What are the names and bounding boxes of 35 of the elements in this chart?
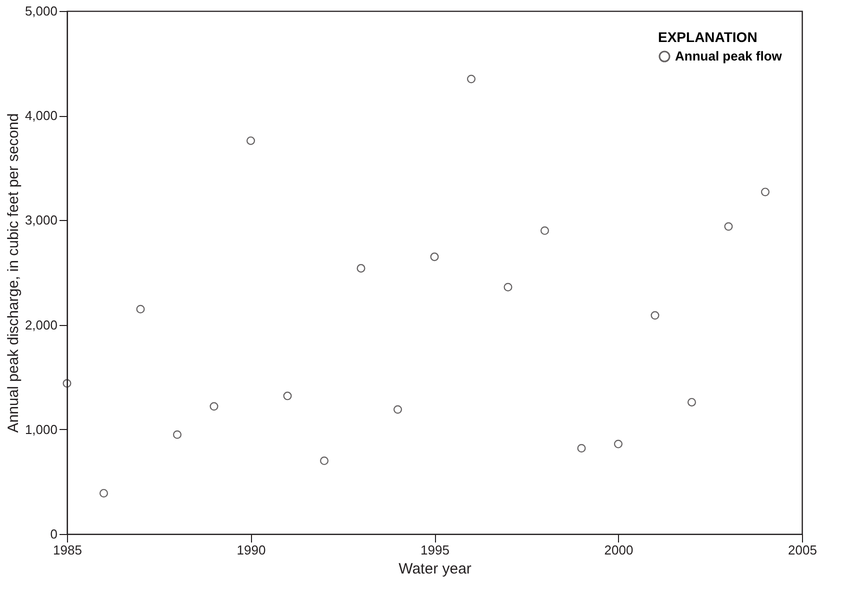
legend-title: EXPLANATION <box>658 29 758 45</box>
x-tick-label: 1995 <box>420 542 450 558</box>
point <box>650 311 660 320</box>
point <box>687 398 696 406</box>
point <box>760 188 770 196</box>
y-tick-label: 4,000 <box>24 108 58 124</box>
point <box>99 488 108 498</box>
point <box>62 379 72 388</box>
point <box>210 402 218 411</box>
x-tick-label: 2005 <box>788 542 817 558</box>
point <box>393 405 402 414</box>
y-tick-label: 5,000 <box>24 4 58 18</box>
point <box>466 74 476 84</box>
x-tick-label: 2000 <box>604 542 634 558</box>
x-axis-title: Water year <box>398 560 472 578</box>
point <box>246 136 256 145</box>
y-tick-label: 0 <box>50 526 58 542</box>
point <box>430 252 439 262</box>
y-tick-label: 3,000 <box>24 212 58 228</box>
point <box>172 430 182 439</box>
y-tick-label: 2,000 <box>24 317 58 332</box>
point <box>320 456 329 466</box>
y-axis-title: Annual peak discharge, in cubic feet per second <box>4 113 22 433</box>
point <box>136 304 145 314</box>
point <box>356 264 366 273</box>
x-tick-label: 1985 <box>53 542 82 558</box>
y-tick-label: 1,000 <box>24 422 58 437</box>
x-tick-label: 1990 <box>236 542 266 558</box>
point <box>577 444 586 452</box>
point <box>504 282 512 292</box>
point <box>724 222 733 231</box>
point <box>614 440 623 448</box>
point <box>283 392 292 400</box>
point <box>540 226 550 235</box>
legend-label: Annual peak flow <box>675 48 783 64</box>
